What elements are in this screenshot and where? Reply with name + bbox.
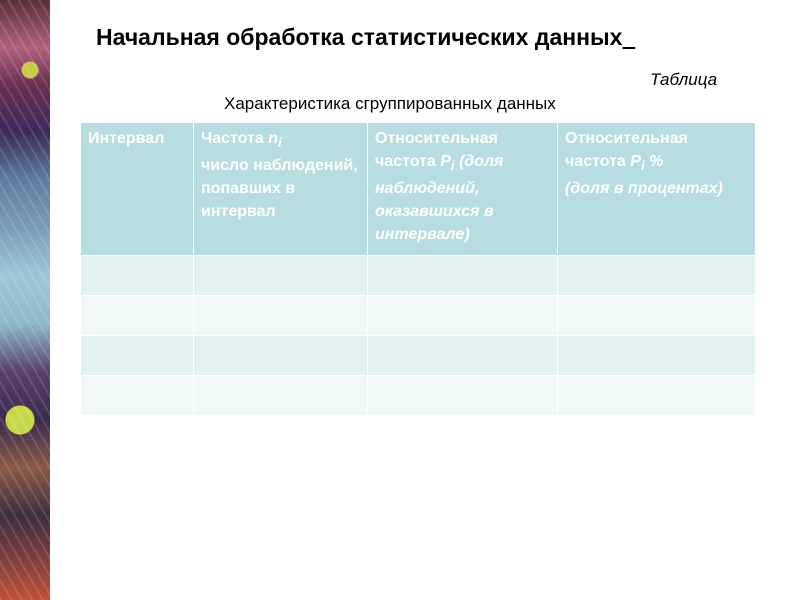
table-caption: Характеристика сгруппированных данных (224, 94, 556, 113)
table-cell (80, 255, 194, 296)
table-cell (80, 295, 194, 336)
table-cell (80, 375, 194, 416)
table-cell (557, 375, 756, 416)
table-cell (193, 375, 368, 416)
header-relative-frequency: Относительная частота Pi (доля наблюдени… (367, 122, 558, 256)
header-frequency: Частота ni число наблюдений, попавших в и… (193, 122, 368, 256)
table-header-row: Интервал Частота ni число наблюдений, поп… (80, 122, 756, 256)
table-label: Таблица (650, 70, 718, 89)
table-cell (367, 335, 558, 376)
table-row (80, 255, 756, 296)
table-cell (193, 335, 368, 376)
header-relative-frequency-percent: Относительная частота Pi % (доля в процен… (557, 122, 756, 256)
table-cell (193, 255, 368, 296)
table-row (80, 375, 756, 416)
table-row (80, 335, 756, 376)
table-cell (367, 375, 558, 416)
table-cell (367, 255, 558, 296)
header-interval: Интервал (80, 122, 194, 256)
table-cell (367, 295, 558, 336)
table-cell (80, 335, 194, 376)
table-cell (193, 295, 368, 336)
grouped-data-table: Интервал Частота ni число наблюдений, поп… (80, 122, 756, 416)
table-cell (557, 295, 756, 336)
decorative-artwork (0, 0, 50, 600)
table-row (80, 295, 756, 336)
table-cell (557, 335, 756, 376)
slide-title: Начальная обработка статистических данны… (96, 24, 623, 50)
table-cell (557, 255, 756, 296)
